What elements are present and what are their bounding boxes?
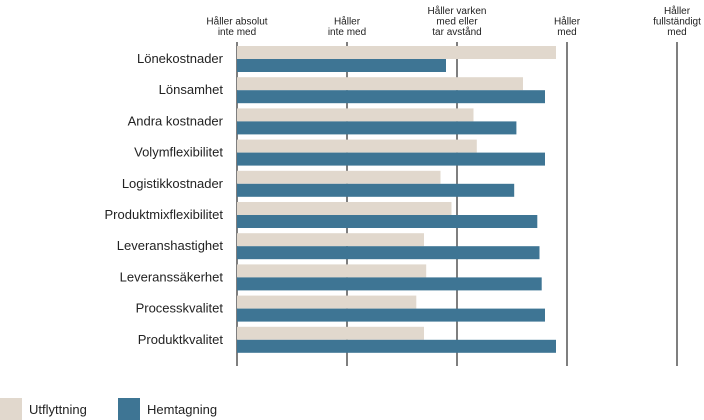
bar-hemtagning-10 — [237, 339, 556, 353]
category-label-3: Andra kostnader — [128, 113, 224, 128]
category-label-4: Volymflexibilitet — [134, 145, 223, 160]
bar-hemtagning-3 — [237, 121, 517, 135]
category-label-7: Leveranshastighet — [117, 238, 224, 253]
bar-utflyttning-1 — [237, 46, 556, 59]
bar-utflyttning-5 — [237, 170, 441, 184]
tick-label-3-line-1: Håller varken — [428, 5, 487, 17]
bar-utflyttning-2 — [237, 77, 523, 91]
tick-label-4-line-1: Håller — [554, 16, 581, 28]
bar-hemtagning-9 — [237, 308, 545, 322]
bars — [237, 46, 556, 353]
category-label-5: Logistikkostnader — [122, 176, 224, 191]
category-label-8: Leveranssäkerhet — [120, 269, 224, 284]
bar-hemtagning-1 — [237, 59, 446, 72]
category-label-2: Lönsamhet — [159, 82, 224, 97]
bar-utflyttning-10 — [237, 326, 424, 340]
bar-utflyttning-9 — [237, 295, 417, 309]
category-label-1: Lönekostnader — [137, 51, 224, 66]
bar-utflyttning-8 — [237, 264, 427, 278]
bar-hemtagning-5 — [237, 183, 515, 197]
bar-utflyttning-6 — [237, 202, 452, 215]
bar-hemtagning-2 — [237, 90, 545, 104]
tick-label-2-line-2: inte med — [328, 27, 366, 38]
category-label-6: Produktmixflexibilitet — [105, 207, 224, 222]
legend: Utflyttning Hemtagning — [0, 398, 217, 420]
bar-utflyttning-3 — [237, 108, 474, 122]
tick-label-5-line-2: fullständigt — [653, 17, 701, 28]
tick-label-5-line-1: Håller — [664, 5, 691, 17]
tick-label-5-line-3: med — [667, 27, 686, 38]
legend-swatch-1 — [0, 398, 22, 420]
tick-label-3-line-3: tar avstånd — [432, 26, 481, 38]
bar-hemtagning-4 — [237, 152, 545, 166]
category-label-10: Produktkvalitet — [138, 332, 224, 347]
category-labels: Lönekostnader Lönsamhet Andra kostnader Vol… — [105, 51, 224, 347]
bar-hemtagning-7 — [237, 246, 540, 260]
legend-swatch-2 — [118, 398, 140, 420]
bar-utflyttning-4 — [237, 139, 477, 153]
category-label-9: Processkvalitet — [136, 301, 224, 316]
tick-label-2-line-1: Håller — [334, 16, 361, 28]
bar-hemtagning-6 — [237, 215, 538, 228]
legend-label-1: Utflyttning — [29, 402, 87, 417]
tick-label-3-line-2: med eller — [436, 17, 478, 28]
tick-label-4-line-2: med — [557, 27, 576, 38]
bar-hemtagning-8 — [237, 277, 542, 291]
tick-label-1-line-2: inte med — [218, 27, 256, 38]
bar-utflyttning-7 — [237, 233, 424, 247]
tick-label-1-line-1: Håller absolut — [206, 16, 267, 28]
legend-label-2: Hemtagning — [147, 402, 217, 417]
